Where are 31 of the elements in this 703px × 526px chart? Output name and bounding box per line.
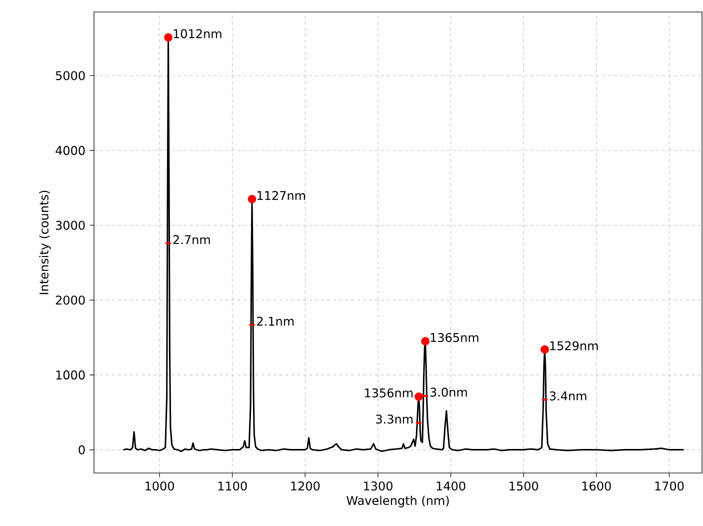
y-tick-label: 2000 bbox=[56, 296, 85, 305]
y-tick-label: 4000 bbox=[56, 146, 85, 155]
x-tick-label: 1300 bbox=[364, 481, 392, 491]
x-tick-label: 1700 bbox=[655, 481, 684, 491]
x-axis-title: Wavelength (nm) bbox=[346, 496, 449, 508]
point bbox=[248, 194, 256, 204]
point bbox=[540, 345, 549, 354]
annotation: 1529nm bbox=[550, 341, 598, 350]
annotation: 1127nm bbox=[258, 190, 306, 200]
annotation: 1012nm bbox=[174, 29, 222, 38]
x-tick-label: 1000 bbox=[146, 481, 174, 491]
x-tick-label: 1200 bbox=[291, 481, 320, 491]
annotation: 1365nm bbox=[430, 333, 478, 342]
y-tick-label: 1000 bbox=[56, 370, 85, 380]
annotation: 3.0nm bbox=[430, 388, 467, 397]
y-tick-label: 0 bbox=[78, 445, 85, 454]
x-tick-label: 1500 bbox=[510, 481, 538, 491]
point bbox=[414, 392, 423, 401]
x-tick-label: 1400 bbox=[436, 481, 466, 491]
y-axis-title: Intensity (counts) bbox=[39, 190, 51, 294]
y-tick-label: 3000 bbox=[56, 220, 85, 230]
annotation: 2.7nm bbox=[173, 235, 210, 244]
annotation: 3.3nm bbox=[376, 414, 413, 424]
annotation: 3.4nm bbox=[550, 391, 586, 400]
y-tick-label: 5000 bbox=[56, 71, 85, 80]
point bbox=[164, 33, 172, 42]
x-tick-label: 1100 bbox=[218, 481, 247, 491]
annotation: 2.1nm bbox=[257, 316, 294, 326]
point bbox=[421, 337, 430, 346]
annotation: 1356nm bbox=[365, 388, 413, 398]
x-tick-label: 1600 bbox=[582, 481, 611, 491]
